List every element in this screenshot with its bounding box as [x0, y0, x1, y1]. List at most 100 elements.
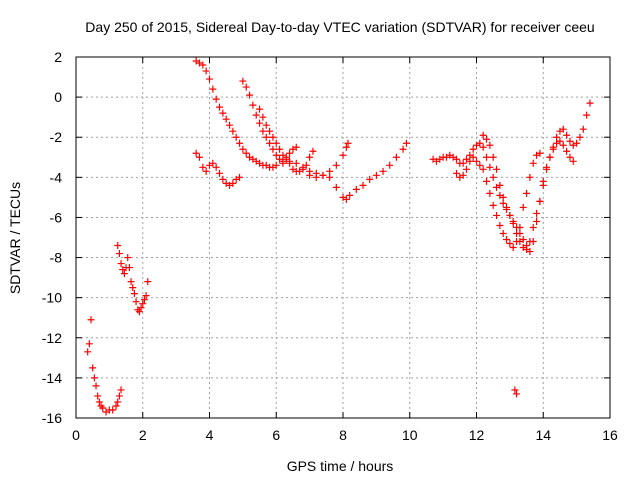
data-point	[483, 135, 491, 143]
data-point	[352, 185, 360, 193]
data-point	[312, 173, 320, 181]
data-point	[523, 189, 531, 197]
data-point	[516, 223, 524, 231]
data-point	[459, 159, 467, 167]
data-point	[526, 173, 534, 181]
data-point	[479, 143, 487, 151]
data-point	[556, 137, 564, 145]
series-arc-1	[84, 316, 125, 416]
data-point	[493, 165, 501, 173]
data-points	[84, 57, 594, 416]
y-tick-label: 2	[54, 49, 62, 65]
data-point	[529, 159, 537, 167]
data-point	[299, 165, 307, 173]
data-point	[282, 155, 290, 163]
data-point	[399, 145, 407, 153]
data-point	[503, 203, 511, 211]
data-point	[209, 85, 217, 93]
data-point	[509, 244, 517, 252]
y-tick-label: -8	[50, 250, 63, 266]
data-point	[236, 173, 244, 181]
data-point	[543, 165, 551, 173]
data-point	[229, 127, 237, 135]
data-point	[117, 386, 125, 394]
series-arc-10	[479, 131, 577, 254]
data-point	[476, 139, 484, 147]
x-tick-label: 16	[602, 427, 618, 443]
data-point	[483, 177, 491, 185]
data-point	[117, 260, 125, 268]
x-tick-label: 2	[139, 427, 147, 443]
data-point	[536, 149, 544, 157]
data-point	[202, 167, 210, 175]
data-point	[493, 211, 501, 219]
y-tick-label: -16	[42, 410, 62, 426]
data-point	[569, 157, 577, 165]
data-point	[566, 137, 574, 145]
plot-frame	[75, 56, 611, 419]
data-point	[256, 119, 264, 127]
data-point	[573, 139, 581, 147]
data-point	[266, 127, 274, 135]
data-point	[206, 75, 213, 83]
grid	[76, 57, 610, 418]
data-point	[302, 161, 310, 169]
data-point	[129, 284, 137, 292]
data-point	[292, 159, 300, 167]
data-point	[246, 91, 254, 99]
data-point	[92, 382, 100, 390]
data-point	[219, 175, 227, 183]
data-point	[586, 99, 594, 107]
data-point	[529, 223, 537, 231]
data-point	[114, 242, 122, 250]
data-point	[499, 199, 507, 207]
data-point	[85, 340, 93, 348]
data-point	[342, 143, 350, 151]
data-point	[526, 238, 534, 246]
data-point	[139, 300, 147, 308]
data-point	[513, 229, 521, 237]
data-point	[109, 406, 117, 414]
data-point	[559, 141, 567, 149]
data-point	[386, 161, 394, 169]
data-point	[342, 195, 350, 203]
data-point	[509, 219, 517, 227]
data-point	[306, 171, 314, 179]
data-point	[553, 133, 561, 141]
data-point	[132, 298, 140, 306]
data-point	[115, 250, 123, 258]
series-arc-2	[114, 242, 152, 316]
data-point	[473, 157, 480, 165]
series-isolated	[511, 386, 521, 398]
data-point	[114, 398, 122, 406]
data-point	[94, 392, 102, 400]
data-point	[252, 111, 260, 119]
data-point	[272, 139, 280, 147]
data-point	[137, 304, 145, 312]
data-point	[279, 151, 287, 159]
data-point	[462, 165, 470, 173]
data-point	[479, 165, 487, 173]
data-point	[344, 139, 352, 147]
y-tick-label: -14	[42, 370, 62, 386]
x-tick-label: 6	[272, 427, 280, 443]
chart-title: Day 250 of 2015, Sidereal Day-to-day VTE…	[85, 19, 594, 35]
data-point	[339, 151, 347, 159]
data-point	[112, 402, 120, 410]
data-point	[496, 181, 504, 189]
data-point	[519, 203, 527, 211]
data-point	[232, 133, 240, 141]
data-point	[306, 153, 314, 161]
data-point	[566, 153, 574, 161]
data-point	[202, 67, 210, 75]
series-arc-9	[452, 149, 544, 252]
data-point	[87, 316, 95, 324]
data-point	[459, 171, 467, 179]
y-axis-label: SDTVAR / TECUs	[7, 182, 23, 294]
data-point	[127, 278, 135, 286]
data-point	[452, 169, 460, 177]
data-point	[212, 163, 220, 171]
data-point	[89, 364, 97, 372]
